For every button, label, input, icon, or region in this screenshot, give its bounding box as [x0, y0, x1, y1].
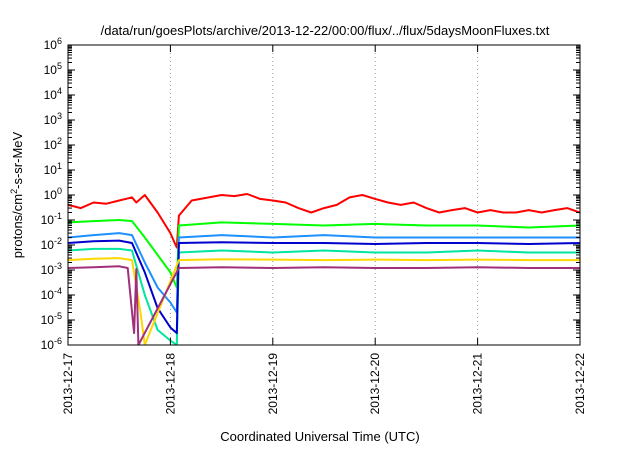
y-tick-label-base: 10 [44, 163, 58, 177]
y-tick-label-exp: -3 [54, 261, 62, 271]
y-tick-label-exp: 4 [57, 86, 62, 96]
y-tick-label-base: 10 [41, 213, 55, 227]
series-line [68, 239, 580, 335]
series-line [68, 193, 580, 249]
y-tick-label: 10-5 [41, 311, 62, 327]
y-tick-label: 10-3 [41, 261, 62, 277]
y-tick-label-base: 10 [44, 63, 58, 77]
y-tick-label: 105 [44, 61, 62, 77]
series-lines [68, 193, 580, 345]
y-tick-label-base: 10 [41, 288, 55, 302]
x-tick-label: 2013-12-17 [61, 353, 75, 415]
y-tick-label-base: 10 [44, 88, 58, 102]
x-tick-label: 2013-12-21 [471, 353, 485, 415]
y-tick-label-exp: -5 [54, 311, 62, 321]
y-tick-label-base: 10 [44, 38, 58, 52]
y-tick-label-exp: 3 [57, 111, 62, 121]
series-line [68, 257, 580, 345]
y-tick-label-exp: 5 [57, 61, 62, 71]
x-tick-label: 2013-12-20 [368, 353, 382, 415]
y-tick-label-exp: 1 [57, 161, 62, 171]
y-axis-label-sup: 2 [9, 189, 19, 194]
y-tick-label: 10-6 [41, 336, 62, 352]
y-axis-ticks: 10-610-510-410-310-210-11001011021031041… [41, 36, 580, 352]
y-tick-label: 10-1 [41, 211, 62, 227]
y-tick-label: 103 [44, 111, 62, 127]
y-tick-label-base: 10 [44, 138, 58, 152]
y-tick-label-exp: -2 [54, 236, 62, 246]
y-tick-label: 102 [44, 136, 62, 152]
y-tick-label-exp: 6 [57, 36, 62, 46]
y-tick-label-exp: -4 [54, 286, 62, 296]
chart-title: /data/run/goesPlots/archive/2013-12-22/0… [101, 23, 550, 38]
y-axis-label: protons/cm2-s-sr-MeV [9, 131, 25, 258]
series-line [68, 219, 580, 289]
y-tick-label-exp: -1 [54, 211, 62, 221]
y-tick-label-base: 10 [41, 313, 55, 327]
y-axis-label-base: protons/cm [10, 194, 25, 258]
x-tick-label: 2013-12-19 [266, 353, 280, 415]
y-tick-label-base: 10 [41, 338, 55, 352]
x-axis-ticks: 2013-12-17 2013-12-18 2013-12-19 2013-12-20… [61, 45, 587, 414]
y-tick-label: 101 [44, 161, 62, 177]
y-tick-label: 10-4 [41, 286, 62, 302]
y-tick-label-exp: 0 [57, 186, 62, 196]
y-tick-label: 104 [44, 86, 62, 102]
y-axis-label-rest: -s-sr-MeV [10, 131, 25, 188]
series-line [68, 232, 580, 314]
y-tick-label-exp: -6 [54, 336, 62, 346]
y-tick-label: 106 [44, 36, 62, 52]
x-tick-label: 2013-12-22 [573, 353, 587, 415]
x-axis-label: Coordinated Universal Time (UTC) [220, 429, 419, 444]
y-tick-label: 100 [44, 186, 62, 202]
x-tick-label: 2013-12-18 [163, 353, 177, 415]
y-tick-label-base: 10 [41, 238, 55, 252]
y-tick-label: 10-2 [41, 236, 62, 252]
y-tick-label-exp: 2 [57, 136, 62, 146]
series-line [68, 265, 580, 345]
y-tick-label-base: 10 [44, 188, 58, 202]
y-tick-label-base: 10 [41, 263, 55, 277]
y-tick-label-base: 10 [44, 113, 58, 127]
